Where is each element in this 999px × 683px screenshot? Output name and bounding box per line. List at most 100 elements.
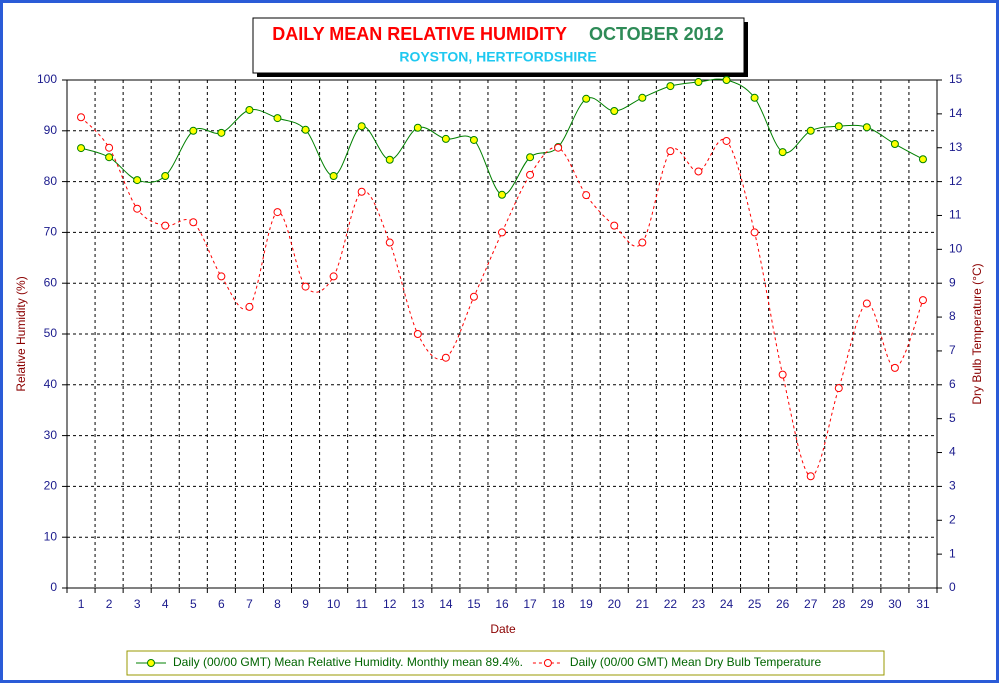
y2-tick-label: 13 [949,140,963,154]
y2-tick-label: 14 [949,106,963,120]
x-tick-label: 31 [916,597,930,611]
x-tick-label: 25 [748,597,762,611]
legend-marker [147,659,155,667]
data-point [385,238,394,247]
data-point [329,272,338,281]
data-point [301,282,310,291]
data-point [638,238,647,247]
data-point [357,187,366,196]
data-point [610,221,619,230]
data-point [469,292,478,301]
x-tick-label: 3 [134,597,141,611]
series-line [80,116,924,477]
x-tick-label: 26 [776,597,790,611]
data-point [245,105,254,114]
x-tick-label: 21 [636,597,650,611]
data-point [526,153,535,162]
data-point [189,126,198,135]
y-tick-label: 20 [44,479,58,493]
x-tick-label: 20 [608,597,622,611]
x-tick-label: 30 [888,597,902,611]
data-point [918,155,927,164]
y2-tick-label: 8 [949,309,956,323]
data-point [77,113,86,122]
data-point [834,384,843,393]
data-point [778,148,787,157]
y2-axis-label: Dry Bulb Temperature (°C) [970,263,984,404]
data-point [273,114,282,123]
y-tick-label: 40 [44,377,58,391]
data-point [161,172,170,181]
data-point [890,140,899,149]
y2-tick-label: 1 [949,546,956,560]
data-point [666,82,675,91]
legend-label: Daily (00/00 GMT) Mean Relative Humidity… [173,655,523,669]
data-point [329,172,338,181]
data-point [610,106,619,115]
data-point [722,76,731,84]
data-point [526,170,535,179]
y-tick-label: 0 [50,580,57,594]
legend-marker [543,659,552,667]
data-point [806,472,815,481]
x-tick-label: 4 [162,597,169,611]
y2-tick-label: 6 [949,377,956,391]
data-point [273,208,282,217]
y-tick-label: 80 [44,174,58,188]
data-point [806,126,815,135]
y-tick-label: 100 [37,72,57,86]
subtitle: ROYSTON, HERTFORDSHIRE [399,49,596,65]
data-point [862,123,871,132]
data-point [189,218,198,227]
data-point [554,143,563,152]
x-tick-label: 9 [302,597,309,611]
x-tick-label: 5 [190,597,197,611]
title: DAILY MEAN RELATIVE HUMIDITY OCTOBER 2012 [272,24,723,44]
x-tick-label: 16 [495,597,509,611]
x-tick-label: 17 [523,597,537,611]
data-point [862,299,871,308]
x-tick-label: 1 [78,597,85,611]
data-point [133,204,142,213]
y-axis-label: Relative Humidity (%) [14,276,28,391]
x-tick-label: 11 [355,597,368,611]
x-tick-label: 15 [467,597,481,611]
x-tick-label: 29 [860,597,874,611]
data-point [469,135,478,144]
data-point [918,296,927,305]
y2-tick-label: 0 [949,580,956,594]
data-point [666,147,675,156]
x-tick-label: 7 [246,597,253,611]
y2-tick-label: 9 [949,275,956,289]
data-point [413,123,422,132]
y-tick-label: 50 [44,326,58,340]
data-point [582,191,591,200]
data-point [722,136,731,145]
x-tick-label: 18 [551,597,565,611]
x-axis-label: Date [490,622,516,636]
x-tick-label: 19 [580,597,594,611]
x-tick-label: 13 [411,597,425,611]
x-tick-label: 10 [327,597,341,611]
y2-tick-label: 2 [949,512,956,526]
x-tick-label: 27 [804,597,818,611]
data-point [694,78,703,87]
data-point [694,167,703,176]
data-point [834,122,843,131]
y-tick-label: 30 [44,428,58,442]
data-point [105,153,114,162]
y-tick-label: 60 [44,275,58,289]
data-point [245,302,254,311]
x-tick-label: 8 [274,597,281,611]
data-point [413,330,422,338]
x-tick-label: 6 [218,597,225,611]
y-tick-label: 70 [44,225,58,239]
y2-tick-label: 5 [949,411,956,425]
data-point [105,143,114,152]
data-point [133,176,142,185]
x-tick-label: 23 [692,597,706,611]
data-point [750,228,759,237]
x-tick-label: 14 [439,597,453,611]
data-point [217,128,226,137]
